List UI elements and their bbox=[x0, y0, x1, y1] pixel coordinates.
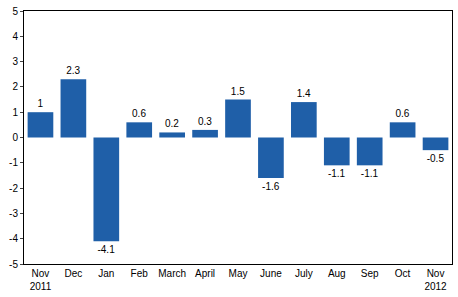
svg-text:3: 3 bbox=[12, 56, 18, 67]
svg-text:-4.1: -4.1 bbox=[97, 244, 115, 255]
svg-text:1.5: 1.5 bbox=[231, 86, 245, 97]
svg-text:1.4: 1.4 bbox=[297, 88, 311, 99]
svg-text:-1.1: -1.1 bbox=[328, 168, 346, 179]
svg-text:Nov2011: Nov2011 bbox=[30, 268, 52, 292]
svg-text:-1.1: -1.1 bbox=[361, 168, 379, 179]
svg-text:-1.6: -1.6 bbox=[262, 181, 280, 192]
svg-text:Aug: Aug bbox=[328, 268, 346, 279]
svg-text:0.6: 0.6 bbox=[395, 108, 409, 119]
svg-text:Oct: Oct bbox=[395, 268, 411, 279]
svg-text:Sep: Sep bbox=[361, 268, 379, 279]
svg-text:April: April bbox=[195, 268, 215, 279]
svg-text:-5: -5 bbox=[9, 259, 18, 270]
svg-text:1: 1 bbox=[12, 107, 18, 118]
svg-text:-1: -1 bbox=[9, 157, 18, 168]
svg-text:Jan: Jan bbox=[98, 268, 114, 279]
svg-text:0.6: 0.6 bbox=[132, 108, 146, 119]
svg-text:Feb: Feb bbox=[131, 268, 149, 279]
svg-text:0: 0 bbox=[12, 132, 18, 143]
svg-text:-3: -3 bbox=[9, 208, 18, 219]
svg-text:May: May bbox=[229, 268, 248, 279]
svg-text:5: 5 bbox=[12, 6, 18, 17]
svg-text:Nov2012: Nov2012 bbox=[424, 268, 447, 292]
svg-text:4: 4 bbox=[12, 31, 18, 42]
svg-text:June: June bbox=[260, 268, 282, 279]
svg-text:March: March bbox=[158, 268, 186, 279]
svg-text:-4: -4 bbox=[9, 233, 18, 244]
svg-text:July: July bbox=[295, 268, 313, 279]
svg-text:-0.5: -0.5 bbox=[427, 153, 445, 164]
svg-text:-2: -2 bbox=[9, 183, 18, 194]
svg-text:Dec: Dec bbox=[64, 268, 82, 279]
svg-text:2: 2 bbox=[12, 81, 18, 92]
svg-text:2.3: 2.3 bbox=[66, 65, 80, 76]
svg-text:0.2: 0.2 bbox=[165, 118, 179, 129]
svg-text:0.3: 0.3 bbox=[198, 116, 212, 127]
svg-text:1: 1 bbox=[37, 98, 43, 109]
